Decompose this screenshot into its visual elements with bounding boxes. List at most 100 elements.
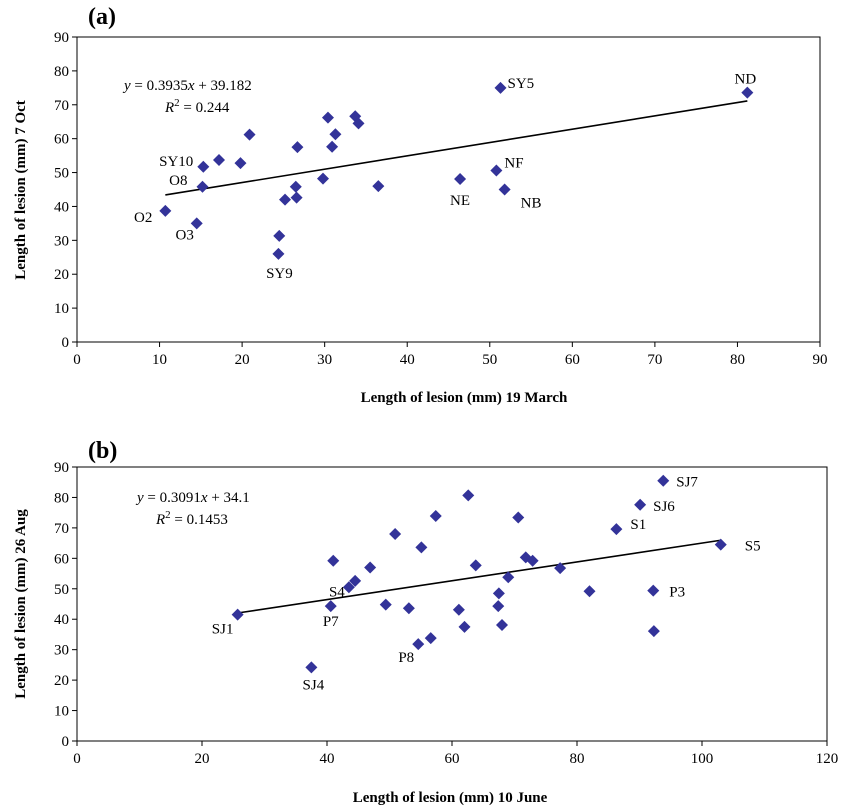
x-tick-label-a-2: 20 bbox=[235, 352, 250, 368]
data-point-b-5 bbox=[349, 574, 362, 587]
y-tick-label-a-1: 10 bbox=[54, 301, 69, 317]
data-point-b-17 bbox=[469, 559, 482, 572]
data-point-a-16 bbox=[329, 128, 342, 141]
y-tick-label-a-2: 20 bbox=[54, 267, 69, 283]
axis-ticks-a: 0 10 20 30 40 50 60 70 80 90 0 10 20 30 40 50 60 70 80 90 bbox=[54, 30, 828, 368]
data-point-a-23 bbox=[498, 183, 511, 196]
x-tick-label-b-5: 100 bbox=[691, 751, 714, 767]
point-label-a-o8: O8 bbox=[169, 173, 187, 189]
data-points-a bbox=[159, 81, 754, 260]
data-point-a-6 bbox=[243, 128, 256, 141]
trendline-a bbox=[165, 100, 748, 196]
y-tick-label-b-8: 80 bbox=[54, 490, 69, 506]
chart-panel-b: (b) 0 20 40 60 80 100 120 0 10 20 30 40 50 60 70 80 90 S… bbox=[13, 438, 838, 806]
point-label-b-sj4: SJ4 bbox=[303, 677, 325, 693]
point-labels-a: O2 O3 O8 SY10 SY9 NE NF SY5 NB ND bbox=[134, 72, 756, 282]
data-point-b-19 bbox=[492, 587, 505, 600]
data-point-b-7 bbox=[379, 598, 392, 611]
y-tick-label-b-5: 50 bbox=[54, 582, 69, 598]
x-tick-label-a-6: 60 bbox=[565, 352, 580, 368]
data-point-a-0 bbox=[159, 204, 172, 217]
point-label-b-p7: P7 bbox=[323, 614, 339, 630]
point-label-a-nb: NB bbox=[521, 196, 542, 212]
x-tick-label-a-9: 90 bbox=[813, 352, 828, 368]
x-tick-label-a-0: 0 bbox=[73, 352, 81, 368]
panel-label-b: (b) bbox=[88, 438, 117, 464]
x-tick-label-b-3: 60 bbox=[445, 751, 460, 767]
point-label-b-p3: P3 bbox=[669, 585, 685, 601]
data-point-a-8 bbox=[273, 229, 286, 242]
point-label-b-p8: P8 bbox=[398, 650, 414, 666]
point-label-b-sj6: SJ6 bbox=[653, 499, 675, 515]
point-label-a-sy9: SY9 bbox=[266, 266, 293, 282]
point-label-b-s1: S1 bbox=[630, 517, 646, 533]
data-point-a-18 bbox=[352, 117, 365, 130]
x-tick-label-a-4: 40 bbox=[400, 352, 415, 368]
y-axis-title-a: Length of lesion (mm) 7 Oct bbox=[13, 100, 29, 280]
data-point-a-24 bbox=[741, 86, 754, 99]
data-point-a-13 bbox=[317, 172, 330, 185]
data-point-b-6 bbox=[364, 561, 377, 574]
data-point-b-20 bbox=[496, 619, 508, 632]
data-point-b-1 bbox=[305, 661, 318, 674]
panel-label-a: (a) bbox=[88, 4, 116, 30]
data-point-b-4 bbox=[342, 581, 355, 594]
data-point-b-28 bbox=[634, 498, 647, 511]
data-point-b-14 bbox=[452, 603, 465, 616]
point-label-b-s5: S5 bbox=[745, 539, 761, 555]
y-axis-title-b: Length of lesion (mm) 26 Aug bbox=[13, 509, 29, 699]
point-label-a-sy5: SY5 bbox=[508, 76, 535, 92]
data-point-b-12 bbox=[424, 632, 437, 645]
data-point-a-2 bbox=[196, 180, 209, 193]
y-tick-label-b-4: 40 bbox=[54, 612, 69, 628]
data-point-b-10 bbox=[412, 638, 425, 651]
data-point-a-10 bbox=[289, 180, 302, 193]
data-point-a-12 bbox=[291, 141, 304, 154]
point-label-a-o2: O2 bbox=[134, 210, 152, 226]
data-point-b-24 bbox=[526, 554, 539, 567]
data-point-b-13 bbox=[429, 510, 442, 523]
data-point-b-2 bbox=[324, 600, 337, 613]
y-tick-label-a-4: 40 bbox=[54, 199, 69, 215]
y-tick-label-a-3: 30 bbox=[54, 233, 69, 249]
data-point-b-30 bbox=[647, 625, 660, 638]
y-tick-label-b-1: 10 bbox=[54, 704, 69, 720]
data-point-a-1 bbox=[190, 217, 203, 230]
data-point-a-9 bbox=[279, 193, 292, 206]
x-tick-label-b-2: 40 bbox=[320, 751, 335, 767]
data-point-b-29 bbox=[647, 584, 660, 597]
data-point-b-0 bbox=[231, 608, 244, 621]
data-point-a-5 bbox=[234, 157, 247, 170]
data-point-b-3 bbox=[327, 554, 340, 567]
point-label-b-sj7: SJ7 bbox=[676, 475, 698, 491]
x-tick-label-b-1: 20 bbox=[195, 751, 210, 767]
y-tick-label-a-9: 90 bbox=[54, 30, 69, 46]
data-point-a-20 bbox=[454, 172, 467, 185]
y-tick-label-a-5: 50 bbox=[54, 166, 69, 182]
point-label-a-ne: NE bbox=[450, 193, 470, 209]
y-tick-label-a-0: 0 bbox=[62, 335, 70, 351]
x-tick-label-a-1: 10 bbox=[152, 352, 167, 368]
y-tick-label-b-9: 90 bbox=[54, 460, 69, 476]
y-tick-label-a-6: 60 bbox=[54, 132, 69, 148]
data-point-a-3 bbox=[197, 160, 210, 173]
point-label-b-sj1: SJ1 bbox=[212, 622, 234, 638]
x-tick-label-b-6: 120 bbox=[816, 751, 839, 767]
data-point-b-18 bbox=[492, 600, 505, 613]
x-tick-label-a-7: 70 bbox=[647, 352, 662, 368]
data-point-b-15 bbox=[458, 620, 471, 633]
x-tick-label-a-5: 50 bbox=[482, 352, 497, 368]
data-point-a-7 bbox=[272, 247, 285, 260]
point-label-a-nf: NF bbox=[504, 156, 523, 172]
data-point-b-26 bbox=[583, 585, 596, 598]
data-point-b-25 bbox=[554, 562, 567, 575]
data-points-b bbox=[231, 474, 727, 674]
point-label-a-nd: ND bbox=[735, 72, 757, 88]
data-point-a-14 bbox=[321, 111, 334, 124]
x-tick-label-a-3: 30 bbox=[317, 352, 332, 368]
data-point-b-21 bbox=[502, 571, 515, 584]
y-tick-label-b-7: 70 bbox=[54, 521, 69, 537]
x-tick-label-b-0: 0 bbox=[73, 751, 81, 767]
data-point-b-27 bbox=[610, 523, 623, 536]
r-squared-b: R2 = 0.1453 bbox=[155, 509, 228, 528]
